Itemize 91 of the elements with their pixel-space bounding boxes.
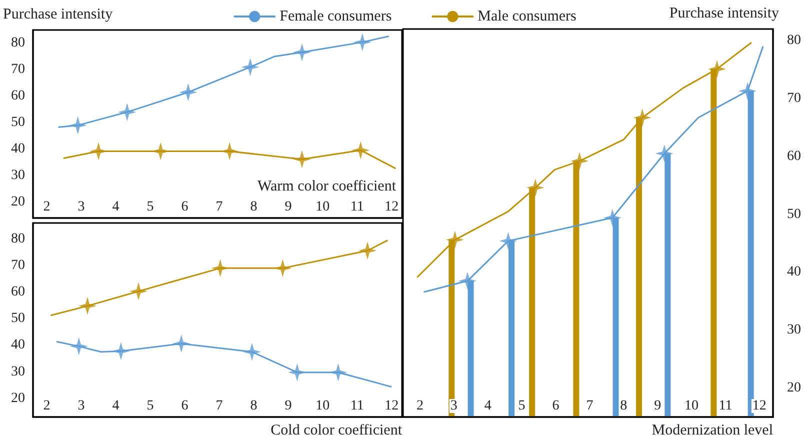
x-tick-label: 7 — [586, 398, 594, 414]
x-tick-label: 2 — [43, 398, 50, 414]
point — [458, 272, 476, 290]
point — [112, 342, 130, 360]
y-tick-label: 20 — [11, 390, 25, 406]
y-tick-label: 60 — [11, 88, 25, 104]
x-tick-label: 4 — [484, 398, 492, 414]
x-tick-label: 11 — [350, 200, 364, 214]
x-tick-label: 12 — [384, 398, 399, 414]
x-tick-label: 8 — [620, 398, 628, 414]
x-tick-label: 9 — [284, 200, 292, 214]
y2-tick-label: 70 — [787, 90, 801, 106]
point — [446, 230, 464, 249]
y-tick-label: 80 — [11, 36, 25, 51]
x-axis-title: Modernization level — [652, 422, 773, 438]
point — [499, 232, 518, 250]
point — [78, 296, 96, 315]
y-tick-label: 70 — [11, 258, 25, 274]
point — [708, 60, 726, 78]
point — [118, 103, 136, 122]
x-tick-label: 12 — [384, 200, 399, 214]
y2-tick-label: 20 — [787, 380, 801, 396]
y2-tick-label: 50 — [787, 206, 801, 222]
x-tick-label: 8 — [250, 398, 258, 414]
y2-axis-title: Purchase intensity — [669, 6, 780, 22]
x-tick-label: 6 — [181, 200, 188, 214]
point — [68, 116, 87, 134]
y-tick-label: 40 — [11, 142, 25, 157]
x-tick-label: 2 — [416, 398, 424, 414]
x-tick-label: 3 — [450, 398, 458, 414]
x-axis-title: Warm color coefficient — [258, 178, 397, 194]
line-series — [50, 240, 388, 316]
x-tick-label: 3 — [78, 200, 85, 214]
point — [292, 150, 311, 168]
y-tick-label: 40 — [11, 338, 25, 353]
x-tick-label: 11 — [350, 398, 364, 414]
x-tick-label: 5 — [146, 398, 154, 414]
x-tick-label: 5 — [146, 200, 154, 214]
y2-tick-label: 40 — [787, 264, 801, 280]
point — [655, 144, 674, 163]
x-tick-label: 2 — [43, 200, 50, 214]
x-tick-label: 5 — [518, 398, 526, 414]
x-tick-label: 3 — [78, 398, 85, 414]
x-tick-label: 6 — [181, 398, 188, 414]
x-axis-title: Cold color coefficient — [270, 422, 403, 438]
point — [179, 83, 198, 102]
legend-label: Male consumers — [478, 8, 577, 24]
point — [242, 342, 261, 361]
point — [211, 259, 230, 278]
point — [274, 259, 292, 278]
x-tick-label: 9 — [654, 398, 662, 414]
x-tick-label: 9 — [284, 398, 292, 414]
y-tick-label: 30 — [11, 168, 25, 184]
point — [130, 282, 148, 300]
point — [358, 242, 377, 260]
point — [353, 33, 372, 52]
y-tick-label: 50 — [11, 115, 25, 130]
point — [526, 178, 544, 197]
point — [603, 208, 622, 227]
x-tick-label: 4 — [112, 398, 120, 414]
point — [292, 43, 311, 62]
x-tick-label: 10 — [684, 398, 699, 414]
y2-tick-label: 30 — [787, 322, 801, 338]
point — [570, 152, 589, 170]
x-tick-label: 10 — [316, 398, 330, 414]
point — [288, 363, 306, 382]
x-tick-label: 7 — [216, 200, 223, 214]
point — [352, 141, 370, 160]
y-tick-label: 50 — [11, 311, 25, 326]
point — [738, 82, 757, 100]
y-tick-label: 20 — [11, 194, 25, 210]
point — [241, 58, 260, 76]
y-tick-label: 60 — [11, 284, 25, 300]
x-tick-label: 8 — [250, 200, 258, 214]
point — [172, 334, 190, 353]
point — [329, 363, 348, 382]
x-tick-label: 11 — [718, 398, 732, 414]
point — [70, 337, 88, 356]
y-tick-label: 70 — [11, 62, 25, 78]
y-tick-label: 80 — [11, 231, 25, 246]
legend-label: Female consumers — [280, 8, 392, 24]
y2-tick-label: 80 — [787, 33, 801, 48]
x-tick-label: 10 — [316, 200, 330, 214]
x-tick-label: 4 — [112, 200, 120, 214]
point — [633, 108, 652, 127]
y2-tick-label: 60 — [787, 148, 801, 164]
x-tick-label: 7 — [216, 398, 223, 414]
x-tick-label: 12 — [752, 398, 766, 414]
x-tick-label: 6 — [552, 398, 560, 414]
y-tick-label: 30 — [11, 364, 25, 380]
y-axis-title: Purchase intensity — [3, 6, 114, 22]
